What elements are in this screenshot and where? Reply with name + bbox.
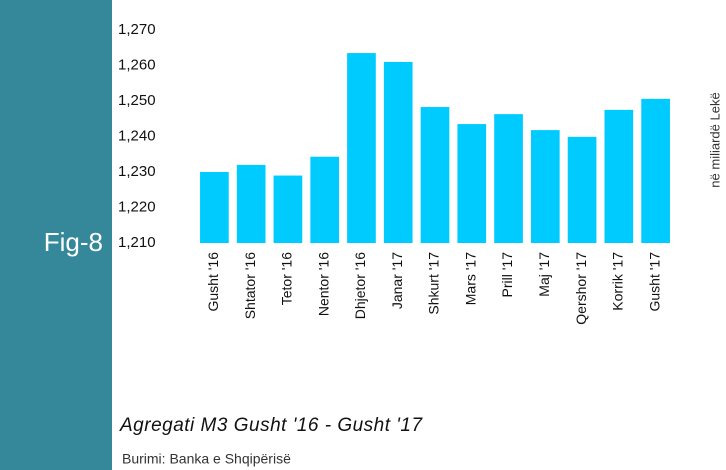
y-tick-label: 1,220 [118,198,156,215]
bar [494,114,523,243]
x-tick-label: Korrik '17 [610,252,626,311]
bar [567,136,597,243]
x-tick-label: Shtator '16 [242,252,258,319]
y-tick-label: 1,260 [118,56,156,73]
bar [604,109,634,243]
x-tick-label: Shkurt '17 [426,252,442,315]
x-tick-label: Prill '17 [499,252,515,298]
bar [273,175,303,243]
y-tick-label: 1,230 [118,163,156,180]
bar [310,156,340,243]
y-axis-label: në miliardë Lekë [707,92,722,187]
y-tick-label: 1,210 [118,234,156,251]
bar [347,53,376,244]
bar [530,130,560,243]
bar [641,98,670,244]
x-tick-label: Nentor '16 [315,252,331,316]
side-band [0,0,112,470]
bar [383,61,413,244]
y-tick-label: 1,270 [118,21,156,38]
x-tick-label: Gusht '17 [646,252,662,312]
y-tick-label: 1,240 [118,127,156,144]
bar [236,164,266,243]
chart-title: Agregati M3 Gusht '16 - Gusht '17 [119,415,424,436]
x-tick-label: Janar '17 [389,252,405,309]
figure-label: Fig-8 [44,227,103,257]
bar [420,107,450,243]
x-tick-label: Gusht '16 [205,252,221,312]
x-tick-label: Tetor '16 [279,252,295,305]
y-tick-label: 1,250 [118,92,156,109]
source: Burimi: Banka e Shqipërisë [122,451,291,467]
x-tick-label: Mars '17 [462,252,478,305]
x-tick-label: Dhjetor '16 [352,252,368,319]
bar [200,172,229,243]
bar [457,124,487,243]
x-tick-label: Qershor '17 [573,252,589,325]
x-tick-label: Maj '17 [536,252,552,297]
